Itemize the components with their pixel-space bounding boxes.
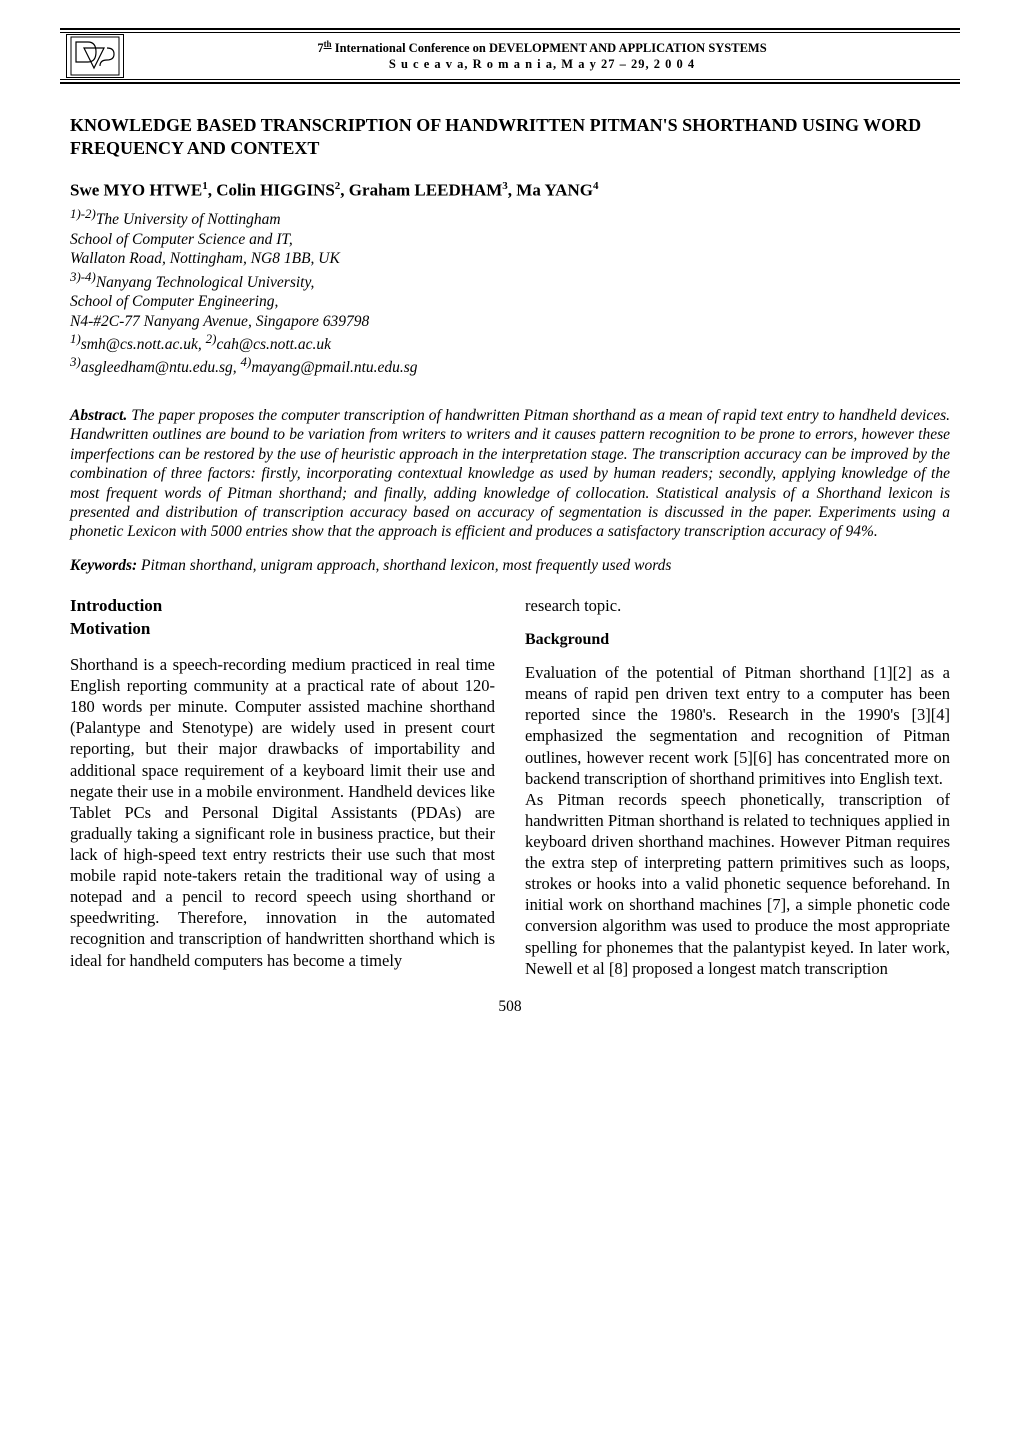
heading-introduction: Introduction	[70, 595, 495, 617]
right-paragraph-1: Evaluation of the potential of Pitman sh…	[525, 662, 950, 789]
email-line-2: 3)asgleedham@ntu.edu.sg, 4)mayang@pmail.…	[70, 354, 950, 378]
left-column: Introduction Motivation Shorthand is a s…	[70, 595, 495, 979]
abstract-label: Abstract.	[70, 407, 127, 424]
conference-line-1: 7th International Conference on DEVELOPM…	[124, 39, 960, 56]
header-inner: 7th International Conference on DEVELOPM…	[60, 32, 960, 80]
conf-ord-sup: th	[324, 39, 332, 49]
email-1: smh@cs.nott.ac.uk,	[81, 336, 206, 353]
abstract-block: Abstract. The paper proposes the compute…	[70, 406, 950, 542]
email-2: cah@cs.nott.ac.uk	[216, 336, 331, 353]
conference-line-2: S u c e a v a, R o m a n i a, M a y 27 –…	[124, 56, 960, 72]
author-line: Swe MYO HTWE1, Colin HIGGINS2, Graham LE…	[70, 179, 950, 203]
heading-motivation: Motivation	[70, 618, 495, 640]
das-logo-icon	[70, 36, 120, 76]
keywords-text: Pitman shorthand, unigram approach, shor…	[137, 557, 671, 574]
conference-title-block: 7th International Conference on DEVELOPM…	[124, 39, 960, 73]
header-bar: 7th International Conference on DEVELOPM…	[60, 28, 960, 84]
affil-line-6: N4-#2C-77 Nanyang Avenue, Singapore 6397…	[70, 312, 950, 331]
author-3: Graham LEEDHAM	[349, 180, 502, 199]
left-paragraph-1: Shorthand is a speech-recording medium p…	[70, 654, 495, 971]
conference-logo	[66, 34, 124, 78]
author-4-sup: 4	[593, 180, 599, 192]
author-3-sup: 3	[502, 180, 508, 192]
email-sup-1: 1)	[70, 331, 81, 346]
email-4: mayang@pmail.ntu.edu.sg	[251, 360, 417, 377]
affil-line-1: 1)-2)The University of Nottingham	[70, 206, 950, 230]
conf-title-rest: International Conference on DEVELOPMENT …	[332, 41, 767, 55]
heading-background: Background	[525, 630, 950, 650]
page-number: 508	[0, 997, 1020, 1018]
email-sup-2: 2)	[206, 331, 217, 346]
email-3: asgleedham@ntu.edu.sg,	[81, 360, 241, 377]
author-4: Ma YANG	[516, 180, 593, 199]
email-sup-4: 4)	[241, 354, 252, 369]
author-1-sup: 1	[202, 180, 208, 192]
email-line-1: 1)smh@cs.nott.ac.uk, 2)cah@cs.nott.ac.uk	[70, 331, 950, 355]
affil-sup-1: 1)-2)	[70, 206, 96, 221]
right-topline: research topic.	[525, 595, 950, 616]
right-paragraph-2: As Pitman records speech phonetically, t…	[525, 789, 950, 979]
keywords-label: Keywords:	[70, 557, 137, 574]
author-1: Swe MYO HTWE	[70, 180, 202, 199]
affil-line-3: Wallaton Road, Nottingham, NG8 1BB, UK	[70, 249, 950, 268]
body-columns: Introduction Motivation Shorthand is a s…	[70, 595, 950, 979]
author-2: Colin HIGGINS	[216, 180, 335, 199]
keywords-block: Keywords: Pitman shorthand, unigram appr…	[70, 556, 950, 577]
email-sup-3: 3)	[70, 354, 81, 369]
author-2-sup: 2	[335, 180, 341, 192]
abstract-text: The paper proposes the computer transcri…	[70, 407, 950, 540]
affil-text-1: The University of Nottingham	[96, 212, 281, 229]
affiliation-block: 1)-2)The University of Nottingham School…	[70, 206, 950, 378]
right-column: research topic. Background Evaluation of…	[525, 595, 950, 979]
affil-line-2: School of Computer Science and IT,	[70, 230, 950, 249]
affil-line-4: 3)-4)Nanyang Technological University,	[70, 269, 950, 293]
affil-text-4: Nanyang Technological University,	[96, 274, 315, 291]
affil-sup-4: 3)-4)	[70, 269, 96, 284]
paper-title: KNOWLEDGE BASED TRANSCRIPTION OF HANDWRI…	[70, 114, 950, 161]
affil-line-5: School of Computer Engineering,	[70, 292, 950, 311]
